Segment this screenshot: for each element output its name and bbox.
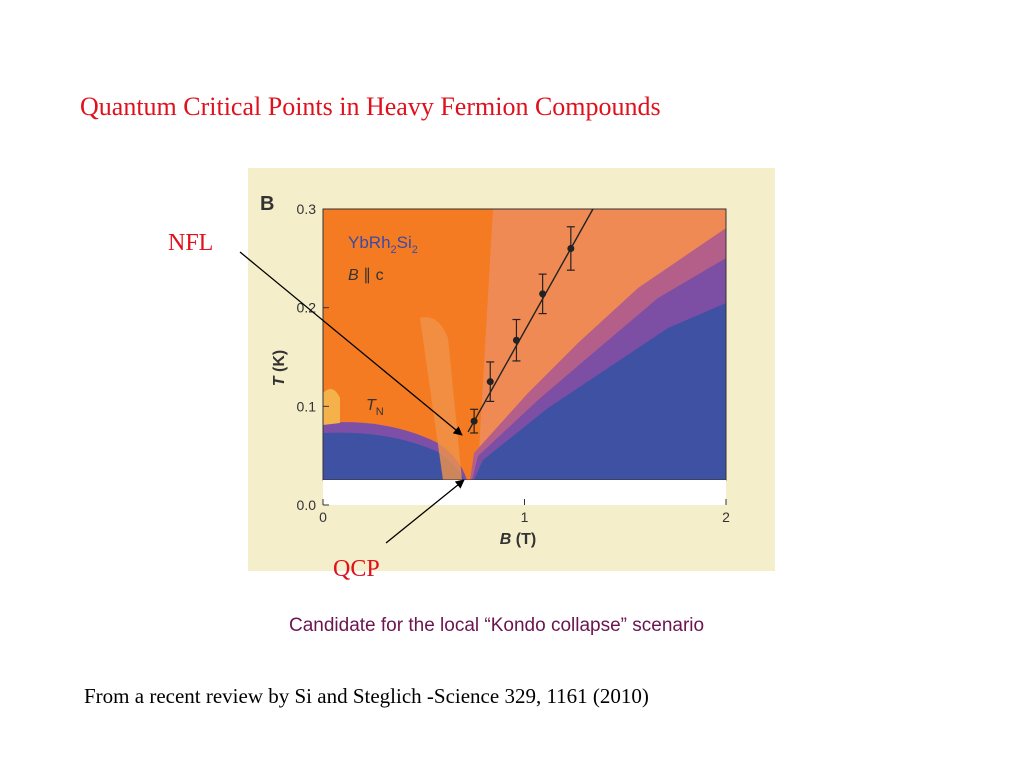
x-axis-label: B (T): [500, 531, 536, 548]
y-tick-label: 0.0: [297, 497, 317, 513]
x-tick-label: 2: [722, 509, 730, 525]
data-point: [486, 378, 494, 386]
y-tick-label: 0.1: [297, 398, 317, 414]
field-direction-label: B ∥ c: [348, 267, 384, 284]
figure-caption: Candidate for the local “Kondo collapse”…: [289, 615, 705, 636]
data-point: [567, 244, 575, 252]
panel-letter: B: [260, 193, 274, 215]
y-axis-label: T (K): [271, 350, 288, 386]
x-tick-label: 1: [521, 509, 529, 525]
data-point: [470, 417, 478, 425]
data-point: [539, 290, 547, 298]
data-marks: [467, 208, 594, 434]
color-map: [323, 209, 726, 480]
x-tick-label: 0: [319, 509, 327, 525]
data-point: [512, 336, 520, 344]
reference-citation: From a recent review by Si and Steglich …: [84, 684, 649, 708]
y-tick-label: 0.3: [297, 201, 317, 217]
compound-label: YbRh2Si2: [348, 233, 418, 256]
slide-title: Quantum Critical Points in Heavy Fermion…: [80, 92, 661, 121]
y-tick-label: 0.2: [297, 300, 317, 316]
nfl-label: NFL: [168, 230, 214, 256]
qcp-label: QCP: [333, 556, 380, 582]
figure-panel: B YbRh2Si2 B ∥ c TN T (K) B (T) 0 1 2 0.0 0.…: [248, 168, 775, 571]
phase-diagram: B YbRh2Si2 B ∥ c TN T (K) B (T) 0 1 20.00.…: [260, 193, 730, 548]
